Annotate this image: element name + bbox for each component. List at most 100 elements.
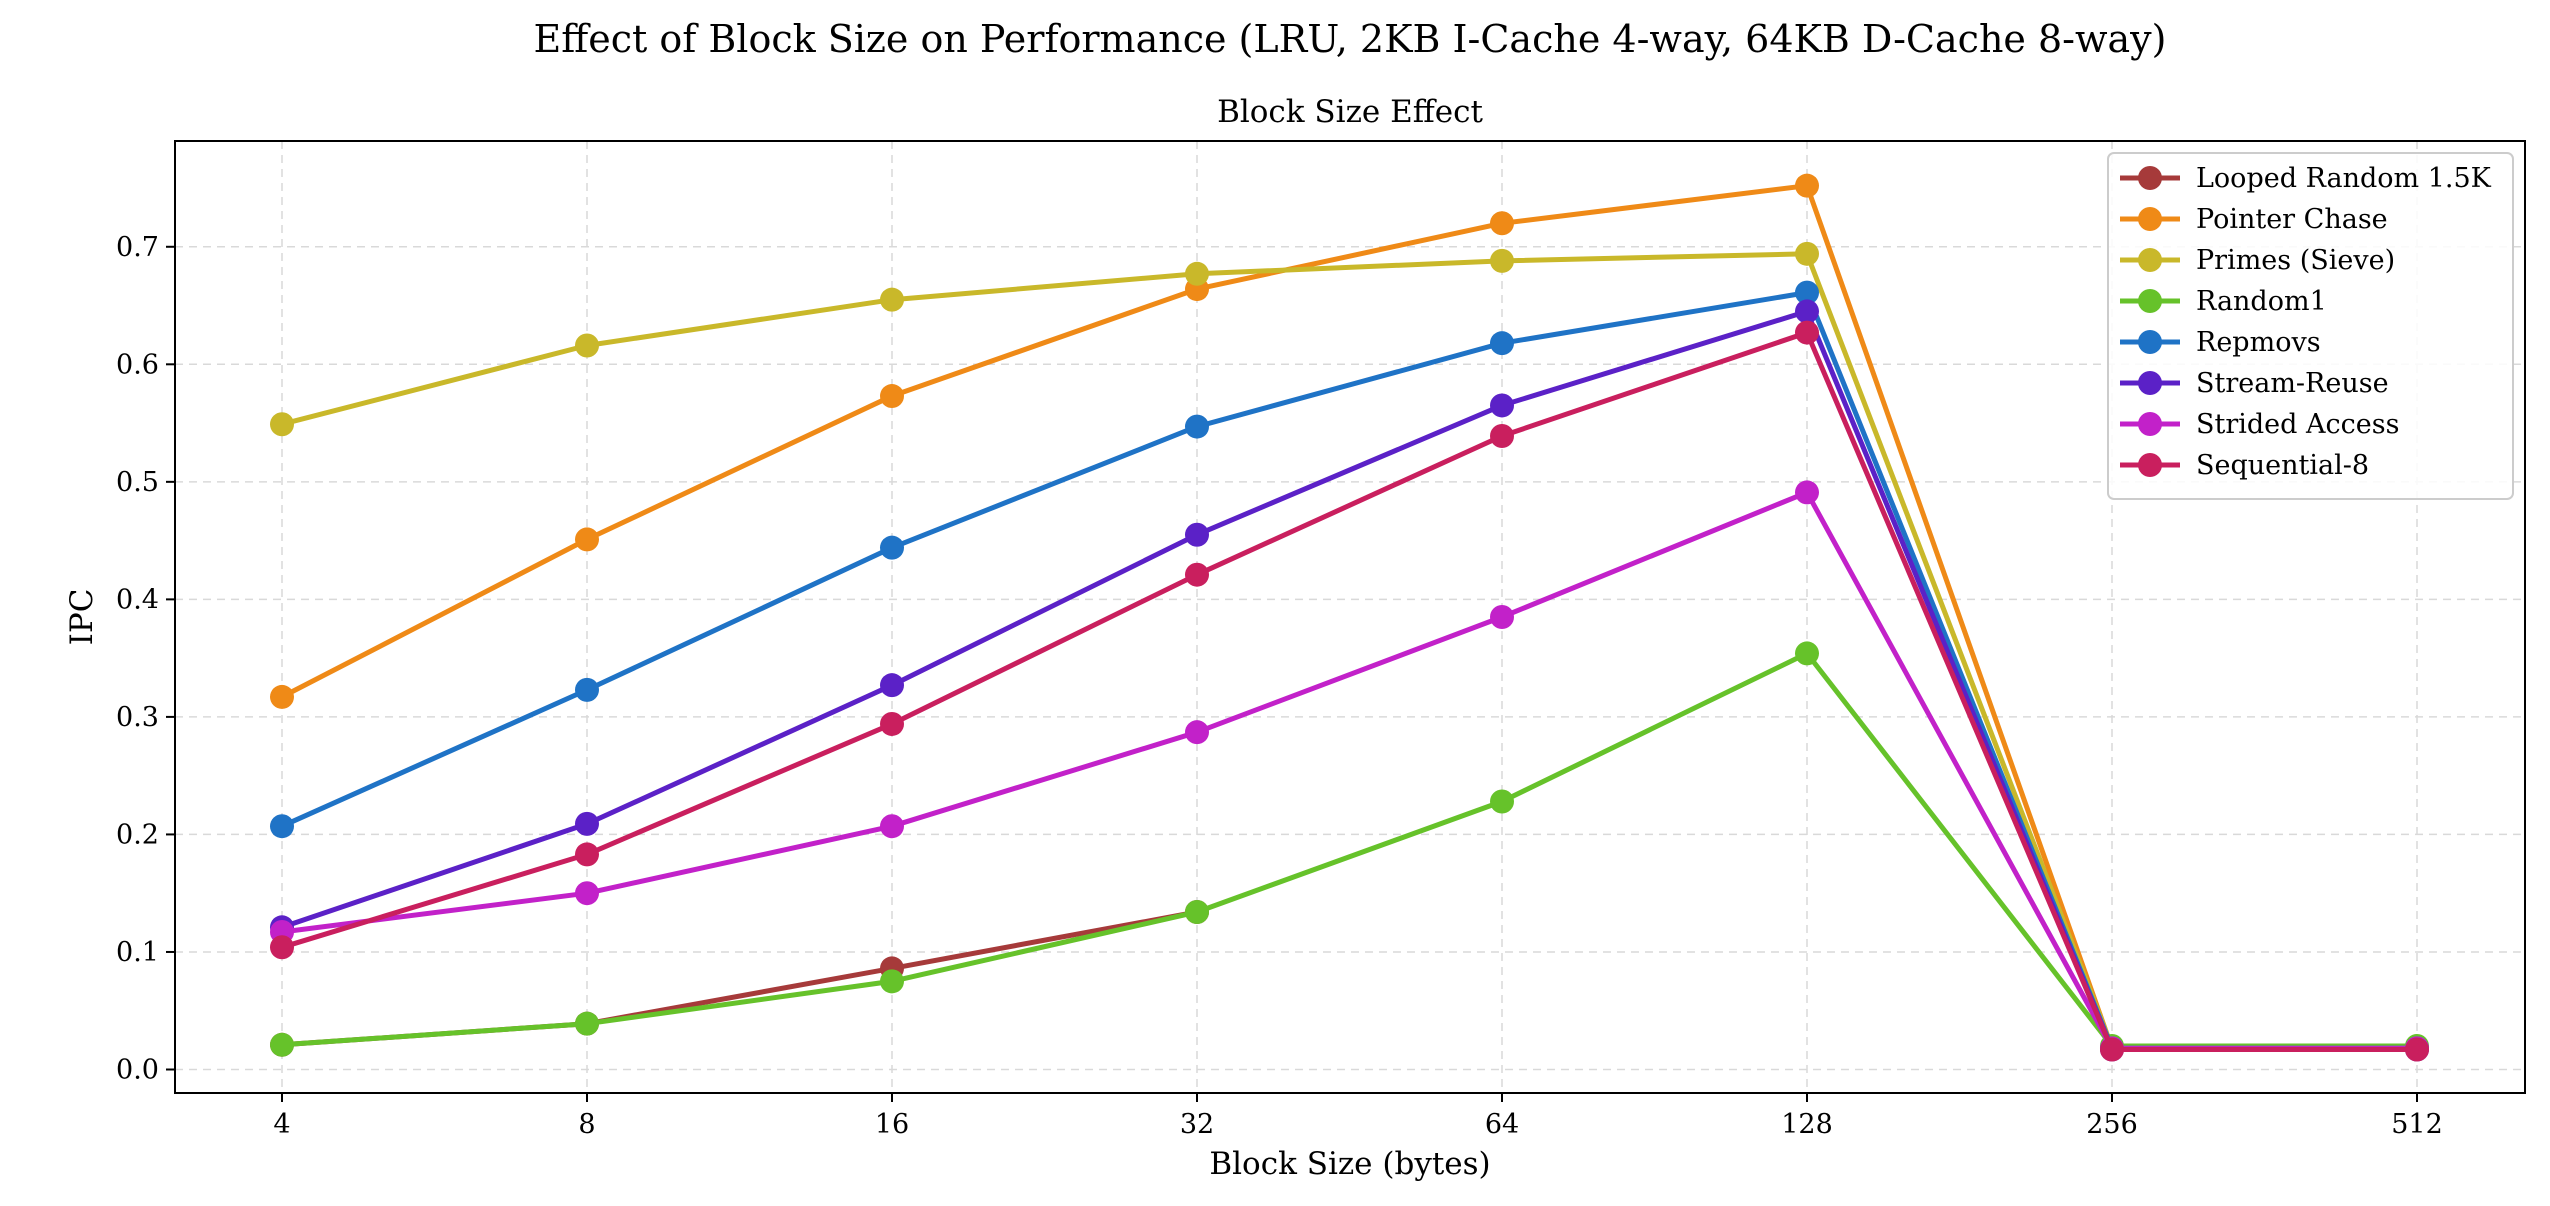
x-tick-label: 4 <box>273 1109 290 1140</box>
legend-marker <box>2138 412 2162 436</box>
data-point <box>1490 331 1514 356</box>
legend: Looped Random 1.5K Pointer Chase Primes (S… <box>2107 152 2514 500</box>
data-point <box>1795 299 1819 324</box>
legend-entry: Primes (Sieve) <box>2120 245 2395 276</box>
data-point <box>1185 414 1209 439</box>
data-point <box>1795 480 1819 505</box>
data-point <box>575 811 599 836</box>
legend-marker <box>2138 248 2162 272</box>
series-line <box>279 489 2420 1051</box>
data-point <box>270 412 294 437</box>
data-point <box>1185 900 1209 925</box>
y-tick-label: 0.1 <box>116 937 159 968</box>
y-tick-label: 0.7 <box>116 232 159 263</box>
legend-label: Random1 <box>2196 286 2327 317</box>
data-point <box>880 673 904 698</box>
data-point <box>575 842 599 867</box>
data-point <box>1490 393 1514 418</box>
x-tick-label: 32 <box>1180 1109 1214 1140</box>
legend-label: Stream-Reuse <box>2196 368 2389 399</box>
series-0 <box>270 900 1209 1057</box>
chart-title: Block Size Effect <box>1217 94 1483 130</box>
legend-marker <box>2138 371 2162 395</box>
series-3 <box>270 641 2429 1058</box>
data-point <box>575 677 599 702</box>
legend-entry: Looped Random 1.5K <box>2120 163 2492 194</box>
legend-label: Strided Access <box>2196 409 2399 440</box>
legend-marker <box>2138 289 2162 313</box>
data-point <box>880 535 904 560</box>
data-point <box>880 969 904 994</box>
x-tick-label: 256 <box>2086 1109 2138 1140</box>
series-line <box>279 330 2420 1052</box>
series-4 <box>270 280 2429 1061</box>
data-point <box>1185 562 1209 587</box>
figure-suptitle: Effect of Block Size on Performance (LRU… <box>534 17 2167 61</box>
y-tick-label: 0.4 <box>116 584 159 615</box>
legend-marker <box>2138 453 2162 477</box>
legend-label: Repmovs <box>2196 327 2321 358</box>
legend-marker <box>2138 330 2162 354</box>
series-7 <box>270 320 2429 1062</box>
series-line <box>279 909 1200 1048</box>
y-tick-label: 0.2 <box>116 819 159 850</box>
data-point <box>2100 1037 2124 1062</box>
legend-entry: Stream-Reuse <box>2120 368 2389 399</box>
data-point <box>1795 173 1819 198</box>
series-line <box>279 183 2420 1051</box>
data-point <box>1185 522 1209 547</box>
series-6 <box>270 480 2429 1061</box>
series-line <box>279 251 2420 1050</box>
legend-entry: Repmovs <box>2120 327 2321 358</box>
data-point <box>880 711 904 736</box>
data-point <box>1490 605 1514 629</box>
legend-entry: Pointer Chase <box>2120 204 2388 235</box>
series-layer <box>270 173 2429 1062</box>
legend-entry: Sequential-8 <box>2120 450 2369 481</box>
data-point <box>880 384 904 409</box>
x-tick-label: 512 <box>2391 1109 2443 1140</box>
legend-label: Primes (Sieve) <box>2196 245 2395 276</box>
data-point <box>880 287 904 312</box>
data-point <box>1490 211 1514 236</box>
plot-frame <box>174 140 2526 1094</box>
legend-marker <box>2138 207 2162 231</box>
x-axis-title: Block Size (bytes) <box>1209 1146 1490 1182</box>
y-tick-label: 0.0 <box>116 1054 159 1085</box>
axis-layer: 4 8 16 32 64 128 256 512 0.0 0.1 0.2 0.3 0.4 0.5 0.6 0.… <box>116 232 2443 1140</box>
x-tick-label: 64 <box>1485 1109 1519 1140</box>
data-point <box>1795 641 1819 666</box>
data-point <box>1490 424 1514 449</box>
series-1 <box>270 173 2429 1061</box>
data-point <box>1185 261 1209 286</box>
data-point <box>270 935 294 960</box>
data-point <box>1795 320 1819 345</box>
data-point <box>1490 789 1514 814</box>
y-tick-label: 0.3 <box>116 702 159 733</box>
legend-label: Pointer Chase <box>2196 204 2388 235</box>
data-point <box>575 1011 599 1036</box>
data-point <box>270 684 294 709</box>
data-point <box>575 881 599 906</box>
data-point <box>1490 248 1514 273</box>
y-tick-label: 0.6 <box>116 349 159 380</box>
data-point <box>880 814 904 839</box>
data-point <box>1185 720 1209 745</box>
legend-entry: Random1 <box>2120 286 2327 317</box>
legend-entry: Strided Access <box>2120 409 2399 440</box>
data-point <box>2405 1037 2429 1062</box>
series-2 <box>270 241 2429 1060</box>
legend-box <box>2107 152 2514 500</box>
legend-label: Sequential-8 <box>2196 450 2369 481</box>
y-axis-title: IPC <box>64 589 100 646</box>
data-point <box>1795 241 1819 266</box>
x-tick-label: 8 <box>578 1109 595 1140</box>
series-line <box>279 650 2420 1049</box>
data-point <box>575 527 599 552</box>
data-point <box>575 333 599 358</box>
legend-marker <box>2138 166 2162 190</box>
data-point <box>1795 280 1819 305</box>
data-point <box>270 1032 294 1057</box>
